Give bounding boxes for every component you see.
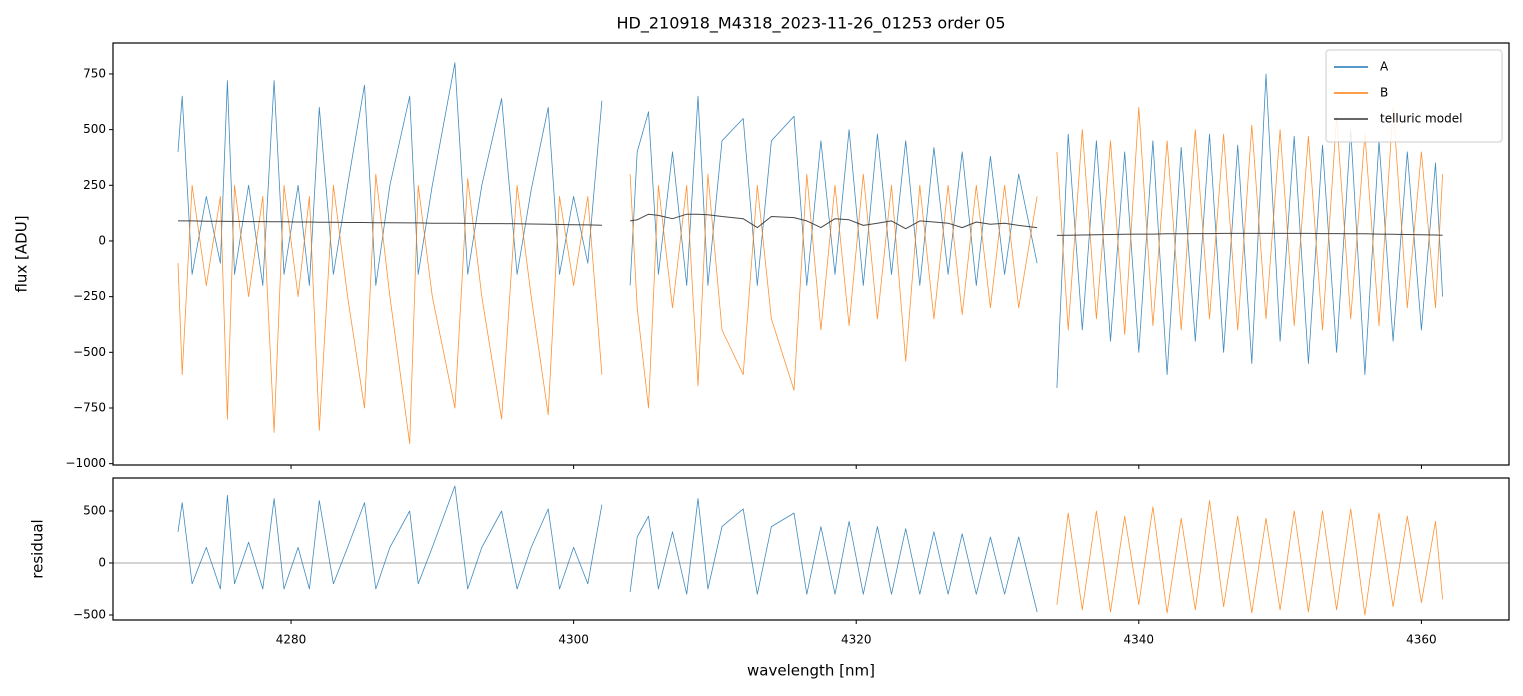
y-tick-label: 0: [98, 555, 106, 569]
y-axis-label: flux [ADU]: [13, 215, 31, 292]
series-line: [177, 62, 1443, 388]
legend-label: A: [1380, 60, 1389, 74]
y-tick-label: 0: [98, 233, 106, 247]
series-line: [1056, 500, 1443, 616]
y-tick-label: −500: [73, 345, 106, 359]
x-tick-label: 4340: [1124, 633, 1155, 647]
y-tick-label: −500: [73, 608, 106, 622]
legend-box: [1325, 49, 1503, 143]
x-tick-label: 4280: [276, 633, 307, 647]
x-tick-label: 4300: [558, 633, 589, 647]
y-axis-label: residual: [29, 519, 47, 578]
x-tick-label: 4360: [1406, 633, 1437, 647]
legend-label: telluric model: [1380, 112, 1462, 126]
series-line: [177, 107, 1443, 444]
legend-label: B: [1380, 86, 1388, 100]
series-line: [177, 485, 1038, 612]
y-tick-label: −1000: [65, 456, 106, 470]
chart-title: HD_210918_M4318_2023-11-26_01253 order 0…: [616, 14, 1005, 34]
y-tick-label: −750: [73, 400, 106, 414]
y-tick-label: 750: [83, 66, 106, 80]
y-tick-label: −250: [73, 289, 106, 303]
y-tick-label: 500: [83, 503, 106, 517]
x-tick-label: 4320: [841, 633, 872, 647]
x-axis-label: wavelength [nm]: [747, 662, 875, 680]
y-tick-label: 500: [83, 122, 106, 136]
axes-frame: [112, 42, 1510, 466]
series-line: [178, 213, 1443, 236]
axes-frame: [112, 477, 1510, 621]
y-tick-label: 250: [83, 178, 106, 192]
